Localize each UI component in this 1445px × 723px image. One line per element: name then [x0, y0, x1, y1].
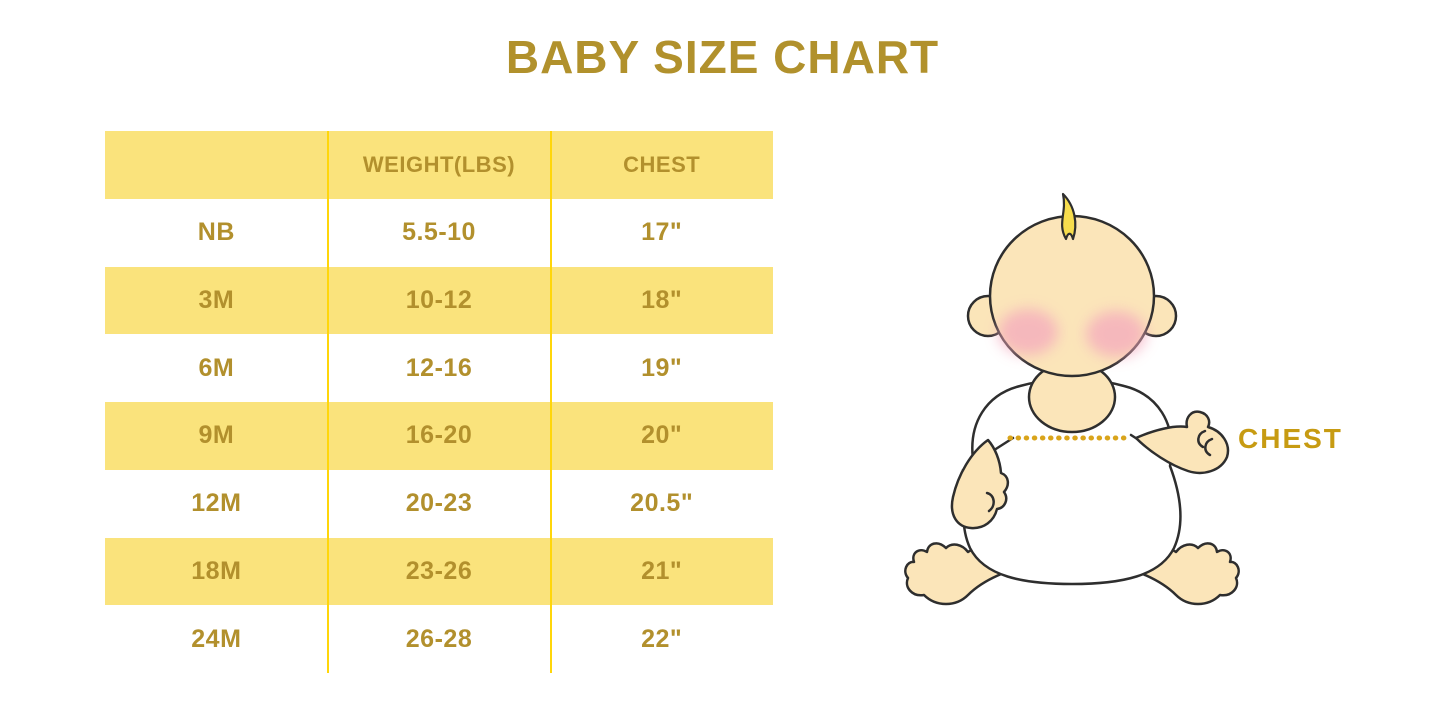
- header-cell-size: [105, 131, 328, 199]
- cell-size: 12M: [191, 489, 242, 518]
- left-hand-finger-line: [985, 491, 995, 513]
- table-row: 3M 10-12 18": [105, 266, 773, 335]
- column-divider-1: [327, 131, 329, 673]
- page-title: BABY SIZE CHART: [505, 31, 940, 83]
- header-cell-chest: CHEST: [623, 151, 701, 177]
- cell-size: 3M: [198, 285, 235, 314]
- cell-weight: 12-16: [405, 353, 473, 382]
- cell-chest: 22": [641, 624, 683, 653]
- table-header-row: WEIGHT(LBS) CHEST: [105, 131, 773, 199]
- cell-size: NB: [197, 218, 235, 247]
- baby-hair-curl: [1061, 192, 1077, 241]
- cell-chest: 19": [641, 353, 683, 382]
- table-row: NB 5.5-10 17": [105, 198, 773, 267]
- cell-chest: 21": [641, 556, 683, 585]
- cell-chest: 20.5": [630, 489, 694, 518]
- cell-size: 6M: [198, 353, 235, 382]
- cell-weight: 26-28: [405, 624, 473, 653]
- table-row: 12M 20-23 20.5": [105, 469, 773, 538]
- cell-weight: 23-26: [405, 556, 473, 585]
- baby-right-cheek: [1086, 311, 1146, 357]
- cell-size: 18M: [191, 556, 242, 585]
- cell-chest: 17": [641, 218, 683, 247]
- table-row: 6M 12-16 19": [105, 334, 773, 402]
- table-row: 9M 16-20 20": [105, 402, 773, 470]
- baby-right-arm-fist: [1134, 410, 1230, 475]
- cell-chest: 20": [641, 421, 683, 450]
- table-row: 18M 23-26 21": [105, 537, 773, 606]
- cell-size: 24M: [191, 624, 242, 653]
- baby-figure: CHEST: [904, 192, 1343, 606]
- cell-weight: 16-20: [405, 421, 473, 450]
- cell-chest: 18": [641, 285, 683, 314]
- column-divider-2: [550, 131, 552, 673]
- baby-left-cheek: [998, 309, 1058, 355]
- size-table: WEIGHT(LBS) CHEST NB 5.5-10 17" 3M 10-12 18" 6…: [105, 131, 773, 673]
- fist-knuckle-line-1: [1197, 429, 1207, 449]
- baby-illustration: CHEST: [870, 180, 1430, 650]
- table-row: 24M 26-28 22": [105, 605, 773, 673]
- chest-label: CHEST: [1238, 423, 1343, 454]
- cell-size: 9M: [198, 421, 235, 450]
- size-table-rows: NB 5.5-10 17" 3M 10-12 18" 6M 12-16 19" 9M 16-20 20…: [105, 198, 773, 673]
- cell-weight: 10-12: [405, 285, 473, 314]
- fist-knuckle-line-2: [1204, 437, 1214, 457]
- cell-weight: 20-23: [405, 489, 473, 518]
- cell-weight: 5.5-10: [402, 218, 476, 247]
- header-cell-weight: WEIGHT(LBS): [362, 151, 516, 177]
- baby-onesie-body: [962, 378, 1182, 586]
